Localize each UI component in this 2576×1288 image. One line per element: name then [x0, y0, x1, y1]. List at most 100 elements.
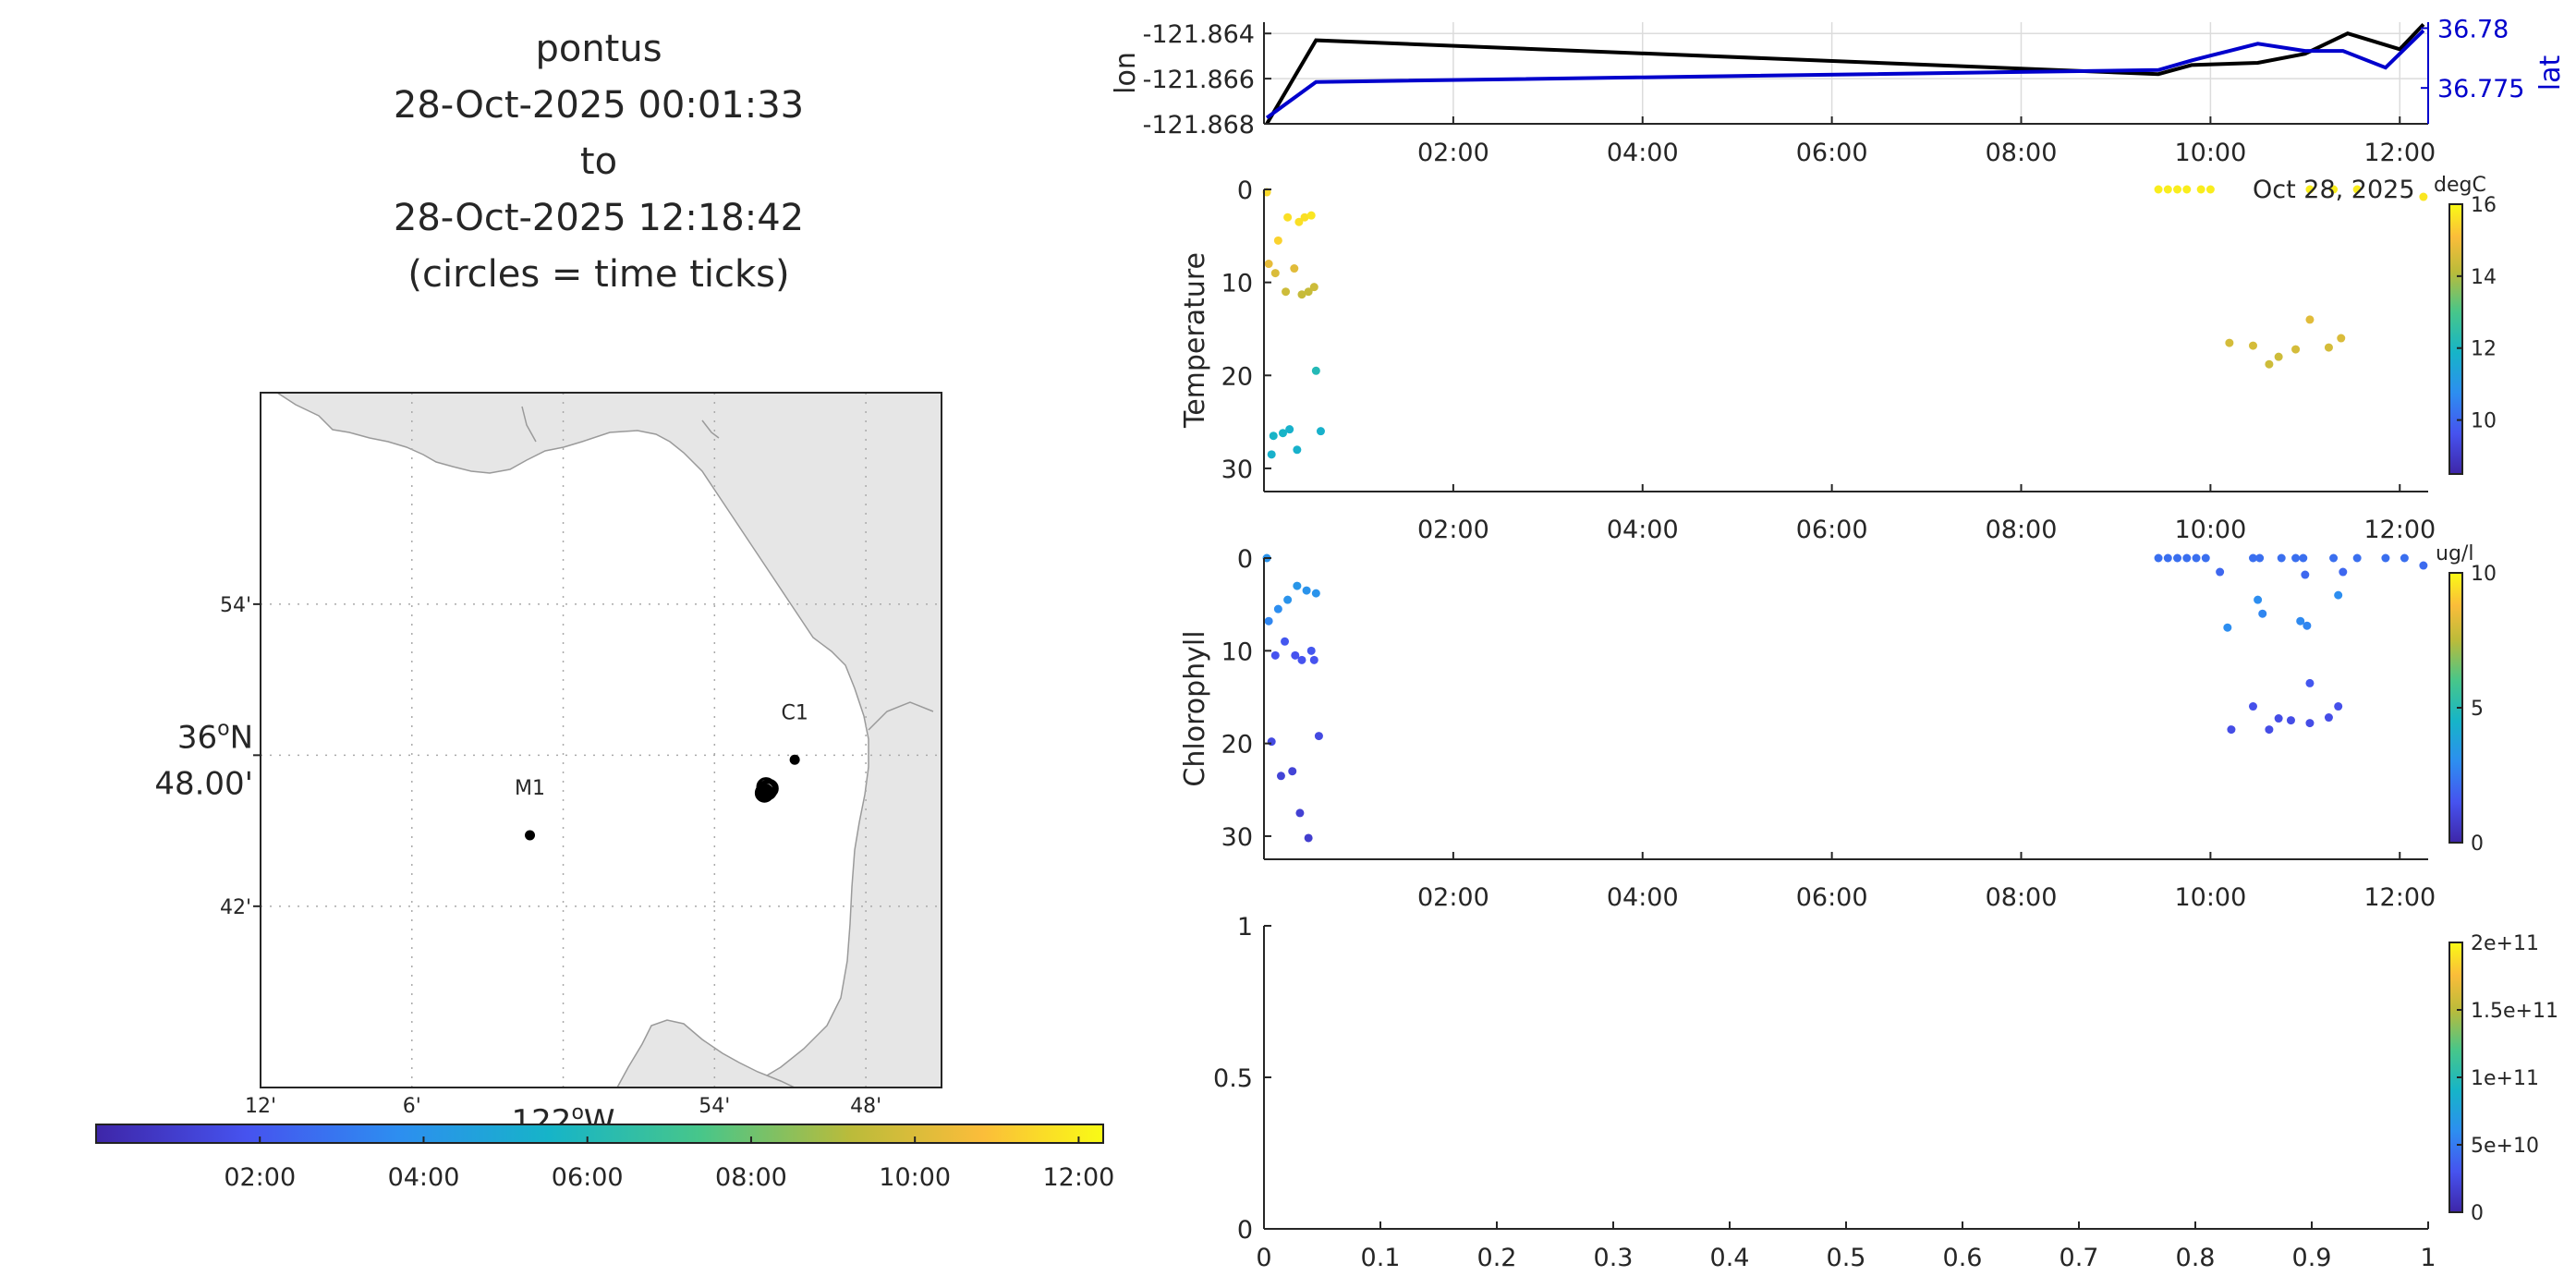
chlorophyll-point-32 — [2258, 609, 2267, 618]
empty-ytick-label-2: 0 — [1237, 1216, 1253, 1245]
map-lat-tick-0: 54' — [220, 594, 251, 617]
temperature-xtick-label-3: 08:00 — [1986, 516, 2058, 544]
temperature-point-34 — [2305, 185, 2315, 194]
temperature-point-26 — [2225, 338, 2234, 347]
time-cbar-tick-label-5: 12:00 — [1043, 1163, 1115, 1192]
station-label-m1: M1 — [515, 777, 545, 800]
chlorophyll-point-2 — [1267, 737, 1276, 747]
empty-xtick-label-4: 0.4 — [1710, 1244, 1750, 1272]
position-left-ticks: -121.864 -121.866 -121.868 — [1143, 20, 1271, 140]
empty-xtick-label-1: 0.1 — [1361, 1244, 1401, 1272]
empty-xtick-label-0: 0 — [1256, 1244, 1271, 1272]
chlorophyll-point-22 — [2182, 553, 2192, 563]
river-2 — [701, 419, 720, 439]
river-1 — [521, 406, 537, 443]
station-marker-c1 — [789, 754, 800, 765]
empty-xtick-label-2: 0.2 — [1477, 1244, 1517, 1272]
time-cbar-tick-label-2: 06:00 — [552, 1163, 624, 1192]
temperature-point-31 — [2305, 315, 2315, 324]
temperature-point-24 — [2196, 185, 2205, 194]
position-series — [1265, 23, 2425, 126]
empty-xtick-label-7: 0.7 — [2060, 1244, 2099, 1272]
temperature-point-7 — [1282, 287, 1291, 297]
position-ltick-label-2: -121.868 — [1143, 111, 1255, 140]
chlorophyll-point-1 — [1264, 616, 1273, 626]
series-line-lat — [1265, 29, 2425, 120]
temperature-point-21 — [2163, 185, 2172, 194]
position-ltick-label-0: -121.864 — [1143, 20, 1255, 49]
figure-title: pontus 28-Oct-2025 00:01:33 to 28-Oct-20… — [394, 28, 804, 296]
map-lat-tick-2: 42' — [220, 896, 251, 919]
temperature-point-23 — [2182, 185, 2192, 194]
chlorophyll-point-42 — [2305, 678, 2315, 687]
chlorophyll-xtick-label-4: 10:00 — [2174, 883, 2246, 912]
empty-cbar-tick-label-1: 1.5e+11 — [2471, 1000, 2558, 1023]
chlorophyll-xtick-label-3: 08:00 — [1986, 883, 2058, 912]
chlorophyll-y-ticks: 0 10 20 30 — [1221, 545, 1271, 852]
chlorophyll-colorbar-label: ug/l — [2436, 542, 2473, 565]
chlorophyll-point-52 — [2419, 561, 2428, 570]
time-cbar-tick-label-3: 08:00 — [715, 1163, 787, 1192]
chlorophyll-point-36 — [2286, 716, 2295, 725]
position-rtick-label-1: 36.775 — [2437, 75, 2524, 103]
chlorophyll-point-39 — [2299, 553, 2308, 563]
chlorophyll-point-37 — [2291, 553, 2301, 563]
chlorophyll-point-26 — [2223, 623, 2232, 632]
chlorophyll-xtick-label-2: 06:00 — [1796, 883, 1868, 912]
temperature-point-18 — [1311, 366, 1320, 375]
chlorophyll-point-21 — [2173, 553, 2182, 563]
temperature-cbar-tick-label-2: 12 — [2471, 338, 2497, 361]
track-circles — [754, 777, 779, 803]
position-left-axis-title: lon — [1110, 52, 1142, 94]
chlorophyll-point-3 — [1270, 650, 1280, 660]
temperature-point-20 — [2154, 185, 2163, 194]
temperature-point-19 — [1316, 427, 1325, 436]
temperature-point-28 — [2265, 359, 2274, 369]
estuary — [868, 701, 934, 731]
temperature-point-1 — [1264, 260, 1273, 269]
temperature-axis-title: Temperature — [1179, 252, 1211, 429]
empty-cbar-tick-label-4: 0 — [2471, 1202, 2484, 1225]
station-markers: M1 C1 — [515, 701, 808, 841]
chlorophyll-point-49 — [2352, 553, 2362, 563]
chlorophyll-ytick-label-0: 0 — [1237, 545, 1253, 574]
temperature-point-12 — [1294, 217, 1304, 226]
chlorophyll-point-33 — [2265, 725, 2274, 735]
chlorophyll-point-10 — [1293, 581, 1302, 590]
chlorophyll-ytick-label-2: 20 — [1221, 731, 1253, 759]
temperature-colorbar — [2448, 203, 2463, 475]
chlorophyll-ytick-label-1: 10 — [1221, 638, 1253, 666]
chlorophyll-point-5 — [1276, 772, 1285, 781]
chlorophyll-point-4 — [1273, 604, 1282, 614]
time-colorbar-gradient — [95, 1124, 1104, 1144]
temperature-xtick-label-0: 02:00 — [1417, 516, 1489, 544]
temperature-point-33 — [2337, 334, 2346, 343]
chlorophyll-point-38 — [2296, 616, 2305, 626]
temperature-point-4 — [1270, 269, 1280, 278]
map-lon-tick-3: 54' — [699, 1095, 730, 1118]
empty-xtick-label-6: 0.6 — [1943, 1244, 1983, 1272]
map-lon-tick-0: 12' — [245, 1095, 276, 1118]
chlorophyll-point-8 — [1288, 767, 1297, 776]
temperature-point-36 — [2352, 185, 2362, 194]
temperature-cbar-tick-label-1: 14 — [2471, 266, 2497, 289]
empty-ytick-label-0: 1 — [1237, 913, 1253, 942]
position-x-ticks: 02:00 04:00 06:00 08:00 10:00 12:00 — [1417, 116, 2436, 167]
map-lat-main-label: 36oN — [177, 717, 253, 756]
time-colorbar: 02:00 04:00 06:00 08:00 10:00 12:00 — [95, 1124, 1115, 1192]
map-lon-tick-1: 6' — [403, 1095, 421, 1118]
chlorophyll-cbar-tick-label-1: 5 — [2471, 698, 2484, 721]
chlorophyll-point-51 — [2400, 553, 2409, 563]
temperature-point-5 — [1273, 236, 1282, 245]
temperature-point-25 — [2205, 185, 2215, 194]
chlorophyll-point-48 — [2339, 567, 2348, 577]
temperature-point-17 — [1309, 283, 1318, 292]
chlorophyll-point-43 — [2305, 719, 2315, 728]
empty-xtick-label-10: 1 — [2420, 1244, 2436, 1272]
position-right-ticks: 36.78 36.775 — [2421, 15, 2524, 103]
chlorophyll-point-44 — [2324, 713, 2333, 723]
temperature-xtick-label-2: 06:00 — [1796, 516, 1868, 544]
chlorophyll-xtick-label-0: 02:00 — [1417, 883, 1489, 912]
